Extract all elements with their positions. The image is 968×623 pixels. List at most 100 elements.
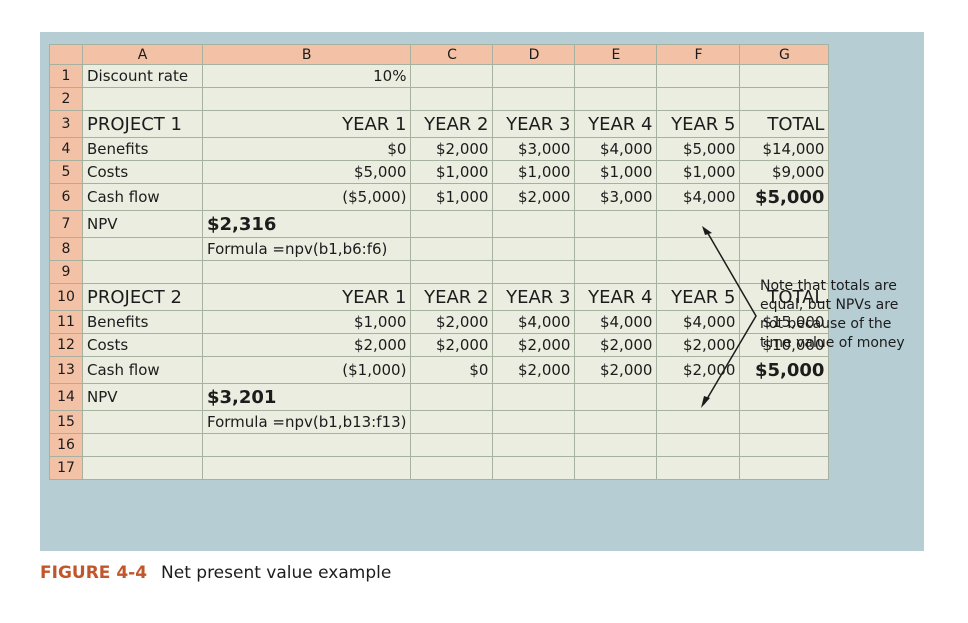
- cell: [201, 260, 412, 284]
- row-number: 2: [49, 87, 83, 111]
- cell: [739, 210, 830, 238]
- cell: [739, 383, 830, 411]
- cell: [410, 64, 494, 88]
- cell: [492, 433, 576, 457]
- cell: [739, 87, 830, 111]
- value-cell: $2,000: [492, 333, 576, 357]
- year-header: YEAR 2: [410, 110, 494, 138]
- figure-caption: FIGURE 4-4 Net present value example: [40, 563, 391, 583]
- total-cell: $9,000: [739, 160, 830, 184]
- row-14: 14 NPV $3,201: [49, 383, 830, 411]
- cell: [82, 456, 203, 480]
- cell: [492, 64, 576, 88]
- cell: [739, 433, 830, 457]
- cell: [410, 433, 494, 457]
- value-cell: $2,000: [656, 356, 741, 384]
- discount-rate-value: 10%: [201, 64, 412, 88]
- cell: [656, 383, 741, 411]
- cell: [201, 456, 412, 480]
- value-cell: $2,000: [574, 356, 658, 384]
- cell: [574, 64, 658, 88]
- cell: [739, 456, 830, 480]
- row-label: Benefits: [82, 137, 203, 161]
- row-number: 9: [49, 260, 83, 284]
- value-cell: $1,000: [656, 160, 741, 184]
- cell: [656, 260, 741, 284]
- cell: [492, 383, 576, 411]
- cell: [410, 210, 494, 238]
- column-header-row: A B C D E F G: [49, 44, 830, 65]
- value-cell: $2,000: [492, 356, 576, 384]
- year-header: YEAR 2: [410, 283, 494, 311]
- row-number: 6: [49, 183, 83, 211]
- row-number: 7: [49, 210, 83, 238]
- cell: [574, 410, 658, 434]
- value-cell: $2,000: [656, 333, 741, 357]
- cell: [82, 433, 203, 457]
- row-number: 16: [49, 433, 83, 457]
- total-header: TOTAL: [739, 110, 830, 138]
- figure-number: FIGURE 4-4: [40, 563, 148, 583]
- value-cell: $2,000: [410, 137, 494, 161]
- row-16: 16: [49, 433, 830, 457]
- cell: [492, 237, 576, 261]
- callout-note: Note that totals are equal, but NPVs are…: [760, 278, 905, 351]
- cell: [739, 410, 830, 434]
- npv-label: NPV: [82, 210, 203, 238]
- value-cell: $4,000: [656, 183, 741, 211]
- row-number: 10: [49, 283, 83, 311]
- value-cell: $4,000: [492, 310, 576, 334]
- row-label: Cash flow: [82, 183, 203, 211]
- row-1: 1 Discount rate 10%: [49, 64, 830, 88]
- cell: [656, 64, 741, 88]
- row-17: 17: [49, 456, 830, 480]
- column-header-f: F: [656, 44, 741, 65]
- row-label: Benefits: [82, 310, 203, 334]
- cell: [574, 87, 658, 111]
- year-header: YEAR 3: [492, 110, 576, 138]
- figure-title: Net present value example: [161, 563, 392, 583]
- cell: [492, 456, 576, 480]
- project-1-formula: Formula =npv(b1,b6:f6): [201, 237, 412, 261]
- row-label: Costs: [82, 333, 203, 357]
- cell: [656, 87, 741, 111]
- cell: [82, 410, 203, 434]
- value-cell: $0: [201, 137, 412, 161]
- row-3: 3 PROJECT 1 YEAR 1 YEAR 2 YEAR 3 YEAR 4 …: [49, 110, 830, 138]
- cell: [410, 456, 494, 480]
- value-cell: $0: [410, 356, 494, 384]
- row-number: 17: [49, 456, 83, 480]
- row-4: 4 Benefits $0 $2,000 $3,000 $4,000 $5,00…: [49, 137, 830, 161]
- project-1-heading: PROJECT 1: [82, 110, 203, 138]
- year-header: YEAR 3: [492, 283, 576, 311]
- cell: [410, 410, 494, 434]
- year-header: YEAR 1: [201, 283, 412, 311]
- column-header-g: G: [739, 44, 830, 65]
- cell: [82, 237, 203, 261]
- value-cell: ($5,000): [201, 183, 412, 211]
- row-5: 5 Costs $5,000 $1,000 $1,000 $1,000 $1,0…: [49, 160, 830, 184]
- column-header-d: D: [492, 44, 576, 65]
- cell: [656, 456, 741, 480]
- row-number: 3: [49, 110, 83, 138]
- cell: [410, 87, 494, 111]
- value-cell: $3,000: [492, 137, 576, 161]
- project-2-npv: $3,201: [201, 383, 412, 411]
- row-number: 15: [49, 410, 83, 434]
- cell: [656, 410, 741, 434]
- year-header: YEAR 4: [574, 283, 658, 311]
- value-cell: $2,000: [492, 183, 576, 211]
- value-cell: $1,000: [410, 183, 494, 211]
- spreadsheet: A B C D E F G 1 Discount rate 10% 2 3 PR…: [49, 44, 830, 480]
- npv-label: NPV: [82, 383, 203, 411]
- cell: [201, 433, 412, 457]
- value-cell: $4,000: [656, 310, 741, 334]
- cell: [739, 260, 830, 284]
- cell: [201, 87, 412, 111]
- row-7: 7 NPV $2,316: [49, 210, 830, 238]
- discount-rate-label: Discount rate: [82, 64, 203, 88]
- row-number: 14: [49, 383, 83, 411]
- row-9: 9: [49, 260, 830, 284]
- cell: [410, 383, 494, 411]
